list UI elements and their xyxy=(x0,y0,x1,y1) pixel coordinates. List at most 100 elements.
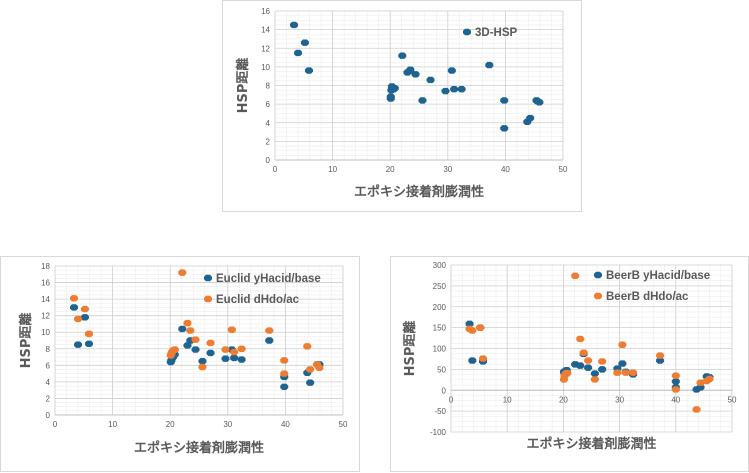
data-point xyxy=(618,360,627,367)
y-tick-label: 10 xyxy=(261,63,270,72)
y-tick-label: 12 xyxy=(41,312,50,321)
x-tick-label: 50 xyxy=(339,420,348,429)
x-tick-label: 40 xyxy=(501,165,510,174)
data-point xyxy=(191,346,200,353)
data-point xyxy=(206,339,215,347)
data-point xyxy=(613,369,622,376)
data-point xyxy=(598,358,607,365)
legend-marker xyxy=(204,274,212,282)
data-point xyxy=(191,336,200,343)
data-point xyxy=(221,346,230,353)
x-axis-title: エポキシ接着剤膨潤性 xyxy=(354,184,484,200)
y-tick-label: 8 xyxy=(46,345,51,354)
x-tick-label: 30 xyxy=(615,395,624,404)
data-point xyxy=(447,67,456,74)
y-tick-label: 6 xyxy=(266,100,271,109)
x-tick-label: 50 xyxy=(559,165,568,174)
legend-label: Euclid yHacid/base xyxy=(216,273,321,285)
data-point xyxy=(265,327,274,334)
data-point xyxy=(74,341,83,348)
y-tick-label: -100 xyxy=(430,428,447,437)
data-point xyxy=(590,376,599,383)
data-point xyxy=(178,325,187,333)
x-tick-label: 20 xyxy=(166,420,175,429)
data-point xyxy=(500,125,509,132)
x-tick-label: 10 xyxy=(108,420,117,429)
y-axis-title: HSP距離 xyxy=(235,58,251,114)
y-tick-label: 18 xyxy=(41,262,50,271)
data-point xyxy=(656,357,665,364)
data-point xyxy=(304,67,313,74)
y-tick-label: 250 xyxy=(433,282,447,291)
data-point xyxy=(198,357,207,365)
data-point xyxy=(80,314,89,321)
x-axis-title: エポキシ接着剤膨潤性 xyxy=(526,436,656,452)
data-point xyxy=(265,337,274,344)
data-point xyxy=(468,327,477,334)
legend-label: Euclid dHdo/ac xyxy=(216,294,300,306)
y-tick-label: 150 xyxy=(433,324,447,333)
chart-0: 0 10 20 30 40 50 0 2 4 6 8 10 12 14 16 エポキシ接着剤膨潤性 HSP距離 3… xyxy=(235,7,568,200)
data-point xyxy=(406,66,415,73)
x-tick-label: 0 xyxy=(449,395,454,404)
data-point xyxy=(315,364,324,372)
y-axis-title: HSP距離 xyxy=(402,321,418,377)
data-point xyxy=(618,341,627,348)
x-tick-label: 20 xyxy=(559,395,568,404)
x-tick-label: 30 xyxy=(223,420,232,429)
data-point xyxy=(280,383,289,391)
data-point xyxy=(303,343,312,350)
y-tick-label: 200 xyxy=(433,303,447,312)
data-point xyxy=(598,366,607,373)
data-point xyxy=(411,71,420,78)
data-point xyxy=(590,370,599,377)
y-tick-label: 0 xyxy=(442,386,447,395)
data-point xyxy=(300,39,309,46)
data-point xyxy=(306,379,315,386)
x-tick-label: 20 xyxy=(386,165,395,174)
data-point xyxy=(426,76,435,84)
y-tick-label: 2 xyxy=(46,394,51,403)
data-point xyxy=(671,372,680,379)
chart-1: 0 10 20 30 40 50 0 2 4 6 8 10 12 14 16 18 エポキシ接着剤膨潤性 HSP距… xyxy=(18,262,348,456)
data-point xyxy=(280,357,289,364)
y-tick-label: 14 xyxy=(261,26,270,35)
legend-marker xyxy=(204,295,212,303)
data-point xyxy=(468,357,477,364)
data-point xyxy=(705,375,714,383)
data-point xyxy=(621,369,630,376)
legend-label: BeerB dHdo/ac xyxy=(606,291,689,303)
data-point xyxy=(579,349,588,356)
data-point xyxy=(237,345,246,352)
data-point xyxy=(576,335,585,343)
legend-label: BeerB yHacid/base xyxy=(606,270,710,282)
y-tick-label: 4 xyxy=(266,119,271,128)
data-point xyxy=(186,327,195,334)
y-tick-label: 4 xyxy=(46,378,51,387)
data-point xyxy=(485,61,494,69)
data-point xyxy=(80,305,89,313)
y-tick-label: -50 xyxy=(434,407,446,416)
data-point xyxy=(479,355,488,362)
y-tick-label: 12 xyxy=(261,44,270,53)
data-point xyxy=(450,86,459,93)
data-point xyxy=(178,269,187,276)
x-tick-label: 0 xyxy=(53,420,58,429)
data-point xyxy=(671,386,680,393)
data-point xyxy=(198,363,207,371)
data-point xyxy=(386,93,395,100)
data-point xyxy=(576,362,585,369)
data-point xyxy=(294,49,303,57)
data-point xyxy=(441,87,450,95)
legend-marker xyxy=(594,292,602,300)
data-point xyxy=(230,348,239,356)
x-tick-label: 30 xyxy=(443,165,452,174)
data-point xyxy=(280,370,289,377)
data-point xyxy=(70,295,79,302)
data-point xyxy=(526,114,535,122)
data-point xyxy=(74,315,83,323)
data-point xyxy=(476,324,485,331)
y-tick-label: 16 xyxy=(261,7,270,16)
data-point xyxy=(465,320,474,328)
